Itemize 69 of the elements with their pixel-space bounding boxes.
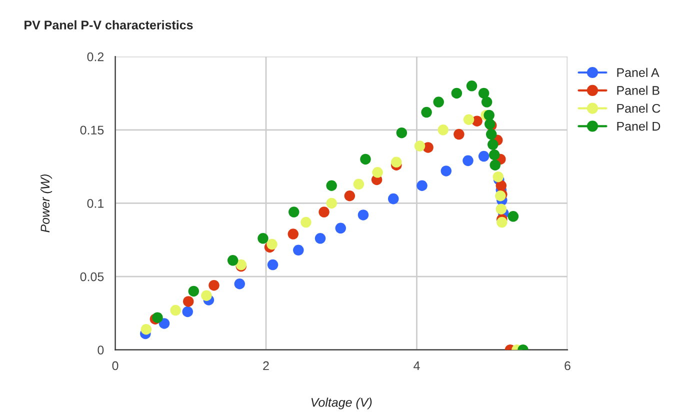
point — [353, 178, 364, 190]
point — [481, 96, 492, 108]
point — [170, 304, 181, 316]
x-tick-label: 2 — [263, 361, 269, 370]
point — [454, 128, 464, 140]
legend-label: Panel A — [617, 68, 660, 77]
point — [182, 296, 194, 307]
point — [388, 193, 399, 204]
point — [326, 198, 337, 209]
point — [188, 286, 200, 297]
point — [421, 106, 432, 118]
point — [508, 211, 519, 222]
point — [478, 150, 490, 162]
y-tick-label: 0.1 — [87, 199, 104, 208]
point — [326, 180, 337, 191]
point — [372, 167, 383, 178]
point — [258, 233, 268, 244]
y-tick-label: 0.05 — [80, 272, 104, 282]
point — [267, 259, 278, 270]
point — [440, 166, 452, 176]
x-axis-title: Voltage (V) — [311, 398, 372, 410]
point — [391, 156, 402, 168]
point — [293, 244, 304, 256]
point — [234, 278, 245, 290]
chart-title: PV Panel P-V characteristics — [24, 20, 193, 30]
point — [266, 238, 278, 250]
point — [488, 149, 500, 160]
point — [451, 88, 462, 99]
point — [462, 155, 474, 166]
x-tick-label: 4 — [414, 361, 420, 370]
point — [433, 96, 444, 108]
point — [318, 206, 330, 218]
point — [300, 216, 312, 228]
point — [140, 324, 152, 335]
point — [358, 210, 369, 220]
point — [227, 255, 238, 266]
point — [152, 312, 163, 323]
point — [478, 88, 490, 99]
point — [396, 127, 408, 138]
point — [487, 139, 498, 150]
point — [314, 233, 326, 244]
point — [201, 290, 212, 301]
point — [490, 160, 501, 170]
point — [288, 206, 300, 218]
legend-label: Panel B — [617, 86, 660, 95]
point — [484, 110, 494, 121]
point — [466, 80, 478, 92]
y-tick-label: 0.15 — [80, 126, 104, 135]
point — [344, 190, 356, 202]
point — [416, 180, 428, 191]
point — [360, 154, 371, 165]
point — [158, 318, 170, 329]
x-tick-label: 0 — [112, 361, 118, 370]
legend-label: Panel D — [617, 122, 660, 131]
point — [496, 204, 507, 214]
point — [182, 306, 193, 318]
legend-label: Panel C — [617, 104, 660, 113]
point — [335, 222, 346, 234]
y-axis-title: Power (W) — [40, 174, 52, 232]
point — [414, 140, 426, 152]
point — [486, 128, 497, 140]
y-tick-label: 0 — [98, 346, 104, 355]
point — [463, 114, 474, 126]
point — [288, 228, 299, 240]
point — [496, 216, 508, 228]
point — [208, 280, 220, 291]
x-tick-label: 6 — [564, 361, 570, 370]
y-tick-label: 0.2 — [87, 52, 104, 62]
point — [438, 124, 449, 136]
